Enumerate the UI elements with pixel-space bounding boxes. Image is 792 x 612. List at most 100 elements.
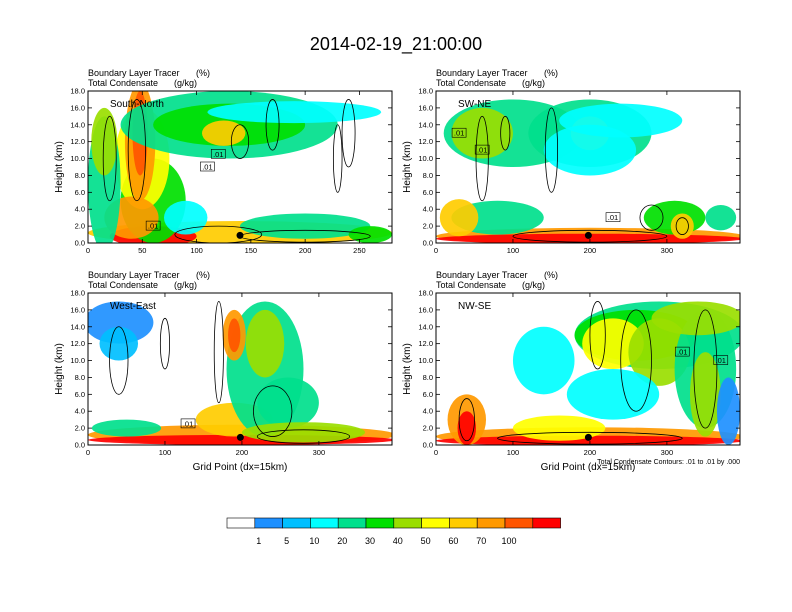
contour-label-box <box>145 220 161 231</box>
panel-label: West-East <box>110 301 156 312</box>
contour-label: .01 <box>454 129 464 138</box>
tracer-blob <box>228 318 241 353</box>
ytick-label: 14.0 <box>70 322 85 331</box>
subtitle-tracer: Boundary Layer Tracer <box>436 270 528 280</box>
y-axis-label: Height (km) <box>402 343 413 395</box>
ytick-label: 0.0 <box>423 239 433 248</box>
tracer-blob <box>582 318 644 369</box>
ytick-label: 16.0 <box>70 103 85 112</box>
tracer-blob <box>512 326 575 395</box>
tracer-field <box>88 91 392 243</box>
ytick-label: 10.0 <box>418 356 433 365</box>
panel-label: SW-NE <box>458 99 491 110</box>
tracer-blob <box>689 352 721 437</box>
tracer-blob <box>457 411 477 445</box>
ytick-label: 14.0 <box>70 120 85 129</box>
ytick-label: 0.0 <box>75 441 85 450</box>
tracer-blob <box>543 124 637 176</box>
x-axis-label: Grid Point (dx=15km) <box>541 462 636 473</box>
tracer-blob <box>257 377 319 429</box>
contour-line <box>127 99 146 202</box>
xtick-label: 200 <box>584 448 597 457</box>
contour-line <box>332 124 343 193</box>
tracer-blob <box>716 377 740 445</box>
contour-line <box>256 429 351 444</box>
y-axis-label: Height (km) <box>402 141 413 193</box>
tracer-field <box>436 301 740 445</box>
xtick-label: 100 <box>190 246 203 255</box>
tracer-blob <box>670 213 694 239</box>
ytick-label: 8.0 <box>75 373 85 382</box>
contour-label: .01 <box>677 348 687 357</box>
xtick-label: 0 <box>86 448 90 457</box>
location-marker <box>584 433 592 441</box>
ytick-label: 2.0 <box>75 424 85 433</box>
xtick-label: 300 <box>313 448 326 457</box>
tracer-blob <box>91 107 118 176</box>
ytick-label: 12.0 <box>70 137 85 146</box>
contour-label-box <box>200 161 215 172</box>
colorbar-label: 60 <box>448 536 458 546</box>
figure-title: 2014-02-19_21:00:00 <box>310 34 482 55</box>
ytick-label: 16.0 <box>418 305 433 314</box>
tracer-blob <box>240 213 371 239</box>
colorbar-swatch <box>449 517 478 529</box>
contour-line <box>693 309 718 429</box>
tracer-blob <box>99 326 139 361</box>
contour-line <box>589 301 606 370</box>
xtick-label: 0 <box>86 246 90 255</box>
colorbar-swatch <box>226 517 256 529</box>
xtick-label: 0 <box>434 448 438 457</box>
contour-label-box <box>605 212 621 222</box>
contour-label-box <box>451 127 467 138</box>
contour-label-box <box>674 346 690 357</box>
contour-label: .01 <box>213 150 223 159</box>
contour-label: .01 <box>608 213 618 222</box>
tracer-blob <box>439 199 479 237</box>
ytick-label: 8.0 <box>75 171 85 180</box>
panel-nw-se: 0.0 2.0 4.0 6.0 8.0 10.0 12.0 14.0 16.0 18.0 0 100 2… <box>402 270 741 473</box>
subtitle-condensate: Total Condensate <box>88 78 158 88</box>
ytick-label: 6.0 <box>423 188 433 197</box>
plot-frame <box>435 90 741 244</box>
colorbar-swatch <box>476 517 506 529</box>
tracer-blob <box>348 226 392 243</box>
subtitle-condensate-unit: (g/kg) <box>522 78 545 88</box>
tracer-field <box>436 99 740 243</box>
ytick-label: 6.0 <box>75 188 85 197</box>
ytick-label: 12.0 <box>70 339 85 348</box>
contour-label: .01 <box>148 222 158 231</box>
contour-line <box>109 326 129 395</box>
xtick-label: 200 <box>584 246 597 255</box>
colorbar-swatch <box>254 517 283 529</box>
ytick-label: 2.0 <box>423 222 433 231</box>
plot-frame <box>435 292 741 446</box>
contour-note: Total Condensate Contours: .01 to .01 by… <box>597 459 740 466</box>
panel-label: South-North <box>110 99 164 110</box>
contour-label: .01 <box>477 146 487 155</box>
condensate-contours <box>475 107 689 243</box>
colorbar: 1 5 10 20 30 40 50 60 70 100 <box>226 517 561 546</box>
tracer-blob <box>451 107 513 159</box>
tracer-blob <box>512 415 606 441</box>
subtitle-condensate: Total Condensate <box>88 280 158 290</box>
ytick-label: 6.0 <box>75 390 85 399</box>
contour-line <box>265 99 280 151</box>
contour-line <box>500 115 511 151</box>
colorbar-label: 30 <box>365 536 375 546</box>
condensate-contours <box>109 301 351 444</box>
xtick-label: 300 <box>661 246 674 255</box>
xtick-label: 100 <box>159 448 172 457</box>
panel-south-north: 0.0 2.0 4.0 6.0 8.0 10.0 12.0 14.0 16.0 18.0 0 50 10… <box>54 68 393 255</box>
ytick-label: 6.0 <box>423 390 433 399</box>
xtick-label: 100 <box>507 448 520 457</box>
subtitle-tracer-unit: (%) <box>544 270 558 280</box>
colorbar-swatch <box>532 517 561 529</box>
colorbar-label: 100 <box>501 536 516 546</box>
colorbar-label: 5 <box>284 536 289 546</box>
ytick-label: 2.0 <box>423 424 433 433</box>
subtitle-tracer-unit: (%) <box>544 68 558 78</box>
subtitle-condensate: Total Condensate <box>436 78 506 88</box>
contour-line <box>159 317 170 370</box>
xtick-label: 100 <box>507 246 520 255</box>
